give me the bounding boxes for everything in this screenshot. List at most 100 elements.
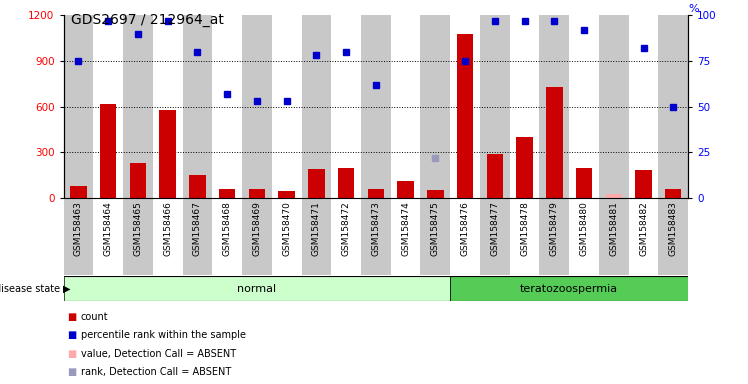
Bar bbox=[278, 191, 295, 198]
Bar bbox=[450, 198, 480, 275]
Text: disease state: disease state bbox=[0, 284, 60, 294]
Text: rank, Detection Call = ABSENT: rank, Detection Call = ABSENT bbox=[81, 367, 231, 377]
Text: teratozoospermia: teratozoospermia bbox=[520, 284, 619, 294]
Text: GSM158479: GSM158479 bbox=[550, 202, 559, 257]
Text: percentile rank within the sample: percentile rank within the sample bbox=[81, 330, 246, 340]
Bar bbox=[242, 15, 272, 198]
Text: GSM158474: GSM158474 bbox=[401, 202, 410, 257]
Text: GSM158466: GSM158466 bbox=[163, 202, 172, 257]
Bar bbox=[635, 170, 652, 198]
Text: GSM158478: GSM158478 bbox=[520, 202, 529, 257]
Text: normal: normal bbox=[237, 284, 277, 294]
Bar bbox=[427, 190, 444, 198]
Text: GSM158472: GSM158472 bbox=[342, 202, 351, 257]
Text: GSM158482: GSM158482 bbox=[639, 202, 648, 257]
Text: GSM158473: GSM158473 bbox=[371, 202, 381, 257]
Bar bbox=[599, 198, 628, 275]
Text: GSM158481: GSM158481 bbox=[610, 202, 619, 257]
Bar bbox=[420, 15, 450, 198]
Bar bbox=[361, 15, 390, 198]
Text: GDS2697 / 212964_at: GDS2697 / 212964_at bbox=[71, 13, 224, 27]
Bar bbox=[628, 15, 658, 198]
Text: ■: ■ bbox=[67, 367, 76, 377]
Text: ▶: ▶ bbox=[63, 284, 70, 294]
Bar bbox=[361, 198, 390, 275]
Bar bbox=[64, 15, 94, 198]
Bar bbox=[338, 168, 355, 198]
Bar bbox=[123, 198, 153, 275]
Bar bbox=[599, 15, 628, 198]
Bar bbox=[368, 189, 384, 198]
Bar bbox=[301, 15, 331, 198]
Bar bbox=[457, 34, 473, 198]
Bar bbox=[480, 198, 509, 275]
Bar bbox=[516, 137, 533, 198]
Bar bbox=[219, 189, 236, 198]
Text: GSM158467: GSM158467 bbox=[193, 202, 202, 257]
Bar bbox=[153, 15, 183, 198]
Bar bbox=[569, 15, 599, 198]
Bar bbox=[480, 15, 509, 198]
Bar bbox=[658, 198, 688, 275]
Bar bbox=[509, 15, 539, 198]
Bar bbox=[100, 104, 117, 198]
Bar bbox=[658, 15, 688, 198]
Text: ■: ■ bbox=[67, 312, 76, 322]
Text: GSM158464: GSM158464 bbox=[104, 202, 113, 257]
Bar bbox=[450, 15, 480, 198]
Bar bbox=[420, 198, 450, 275]
Bar bbox=[159, 109, 176, 198]
Text: GSM158470: GSM158470 bbox=[282, 202, 291, 257]
Bar bbox=[546, 87, 562, 198]
Bar bbox=[576, 168, 592, 198]
Text: GSM158465: GSM158465 bbox=[133, 202, 142, 257]
Bar bbox=[64, 198, 94, 275]
Bar bbox=[272, 15, 301, 198]
Bar bbox=[153, 198, 183, 275]
Bar bbox=[308, 169, 325, 198]
Bar bbox=[249, 189, 265, 198]
Bar bbox=[331, 198, 361, 275]
Bar bbox=[331, 15, 361, 198]
Text: GSM158468: GSM158468 bbox=[223, 202, 232, 257]
Text: GSM158477: GSM158477 bbox=[491, 202, 500, 257]
Bar bbox=[94, 198, 123, 275]
Bar bbox=[212, 15, 242, 198]
Bar bbox=[390, 198, 420, 275]
Text: GSM158476: GSM158476 bbox=[461, 202, 470, 257]
Text: ■: ■ bbox=[67, 330, 76, 340]
Bar bbox=[665, 189, 681, 198]
Bar bbox=[301, 198, 331, 275]
Bar bbox=[212, 198, 242, 275]
Text: ■: ■ bbox=[67, 349, 76, 359]
Text: GSM158469: GSM158469 bbox=[252, 202, 261, 257]
Bar bbox=[183, 15, 212, 198]
Bar bbox=[606, 194, 622, 198]
Text: GSM158480: GSM158480 bbox=[580, 202, 589, 257]
Bar bbox=[450, 276, 688, 301]
Text: count: count bbox=[81, 312, 108, 322]
Bar bbox=[272, 198, 301, 275]
Text: GSM158471: GSM158471 bbox=[312, 202, 321, 257]
Bar bbox=[569, 198, 599, 275]
Bar bbox=[397, 181, 414, 198]
Bar bbox=[129, 163, 146, 198]
Bar bbox=[183, 198, 212, 275]
Text: value, Detection Call = ABSENT: value, Detection Call = ABSENT bbox=[81, 349, 236, 359]
Text: %: % bbox=[688, 3, 699, 13]
Bar bbox=[509, 198, 539, 275]
Text: GSM158483: GSM158483 bbox=[669, 202, 678, 257]
Bar bbox=[628, 198, 658, 275]
Bar bbox=[70, 185, 87, 198]
Bar bbox=[242, 198, 272, 275]
Text: GSM158463: GSM158463 bbox=[74, 202, 83, 257]
Bar bbox=[189, 175, 206, 198]
Bar bbox=[123, 15, 153, 198]
Bar bbox=[539, 198, 569, 275]
Text: GSM158475: GSM158475 bbox=[431, 202, 440, 257]
Bar bbox=[94, 15, 123, 198]
Bar bbox=[64, 276, 450, 301]
Bar bbox=[390, 15, 420, 198]
Bar bbox=[487, 154, 503, 198]
Bar bbox=[539, 15, 569, 198]
